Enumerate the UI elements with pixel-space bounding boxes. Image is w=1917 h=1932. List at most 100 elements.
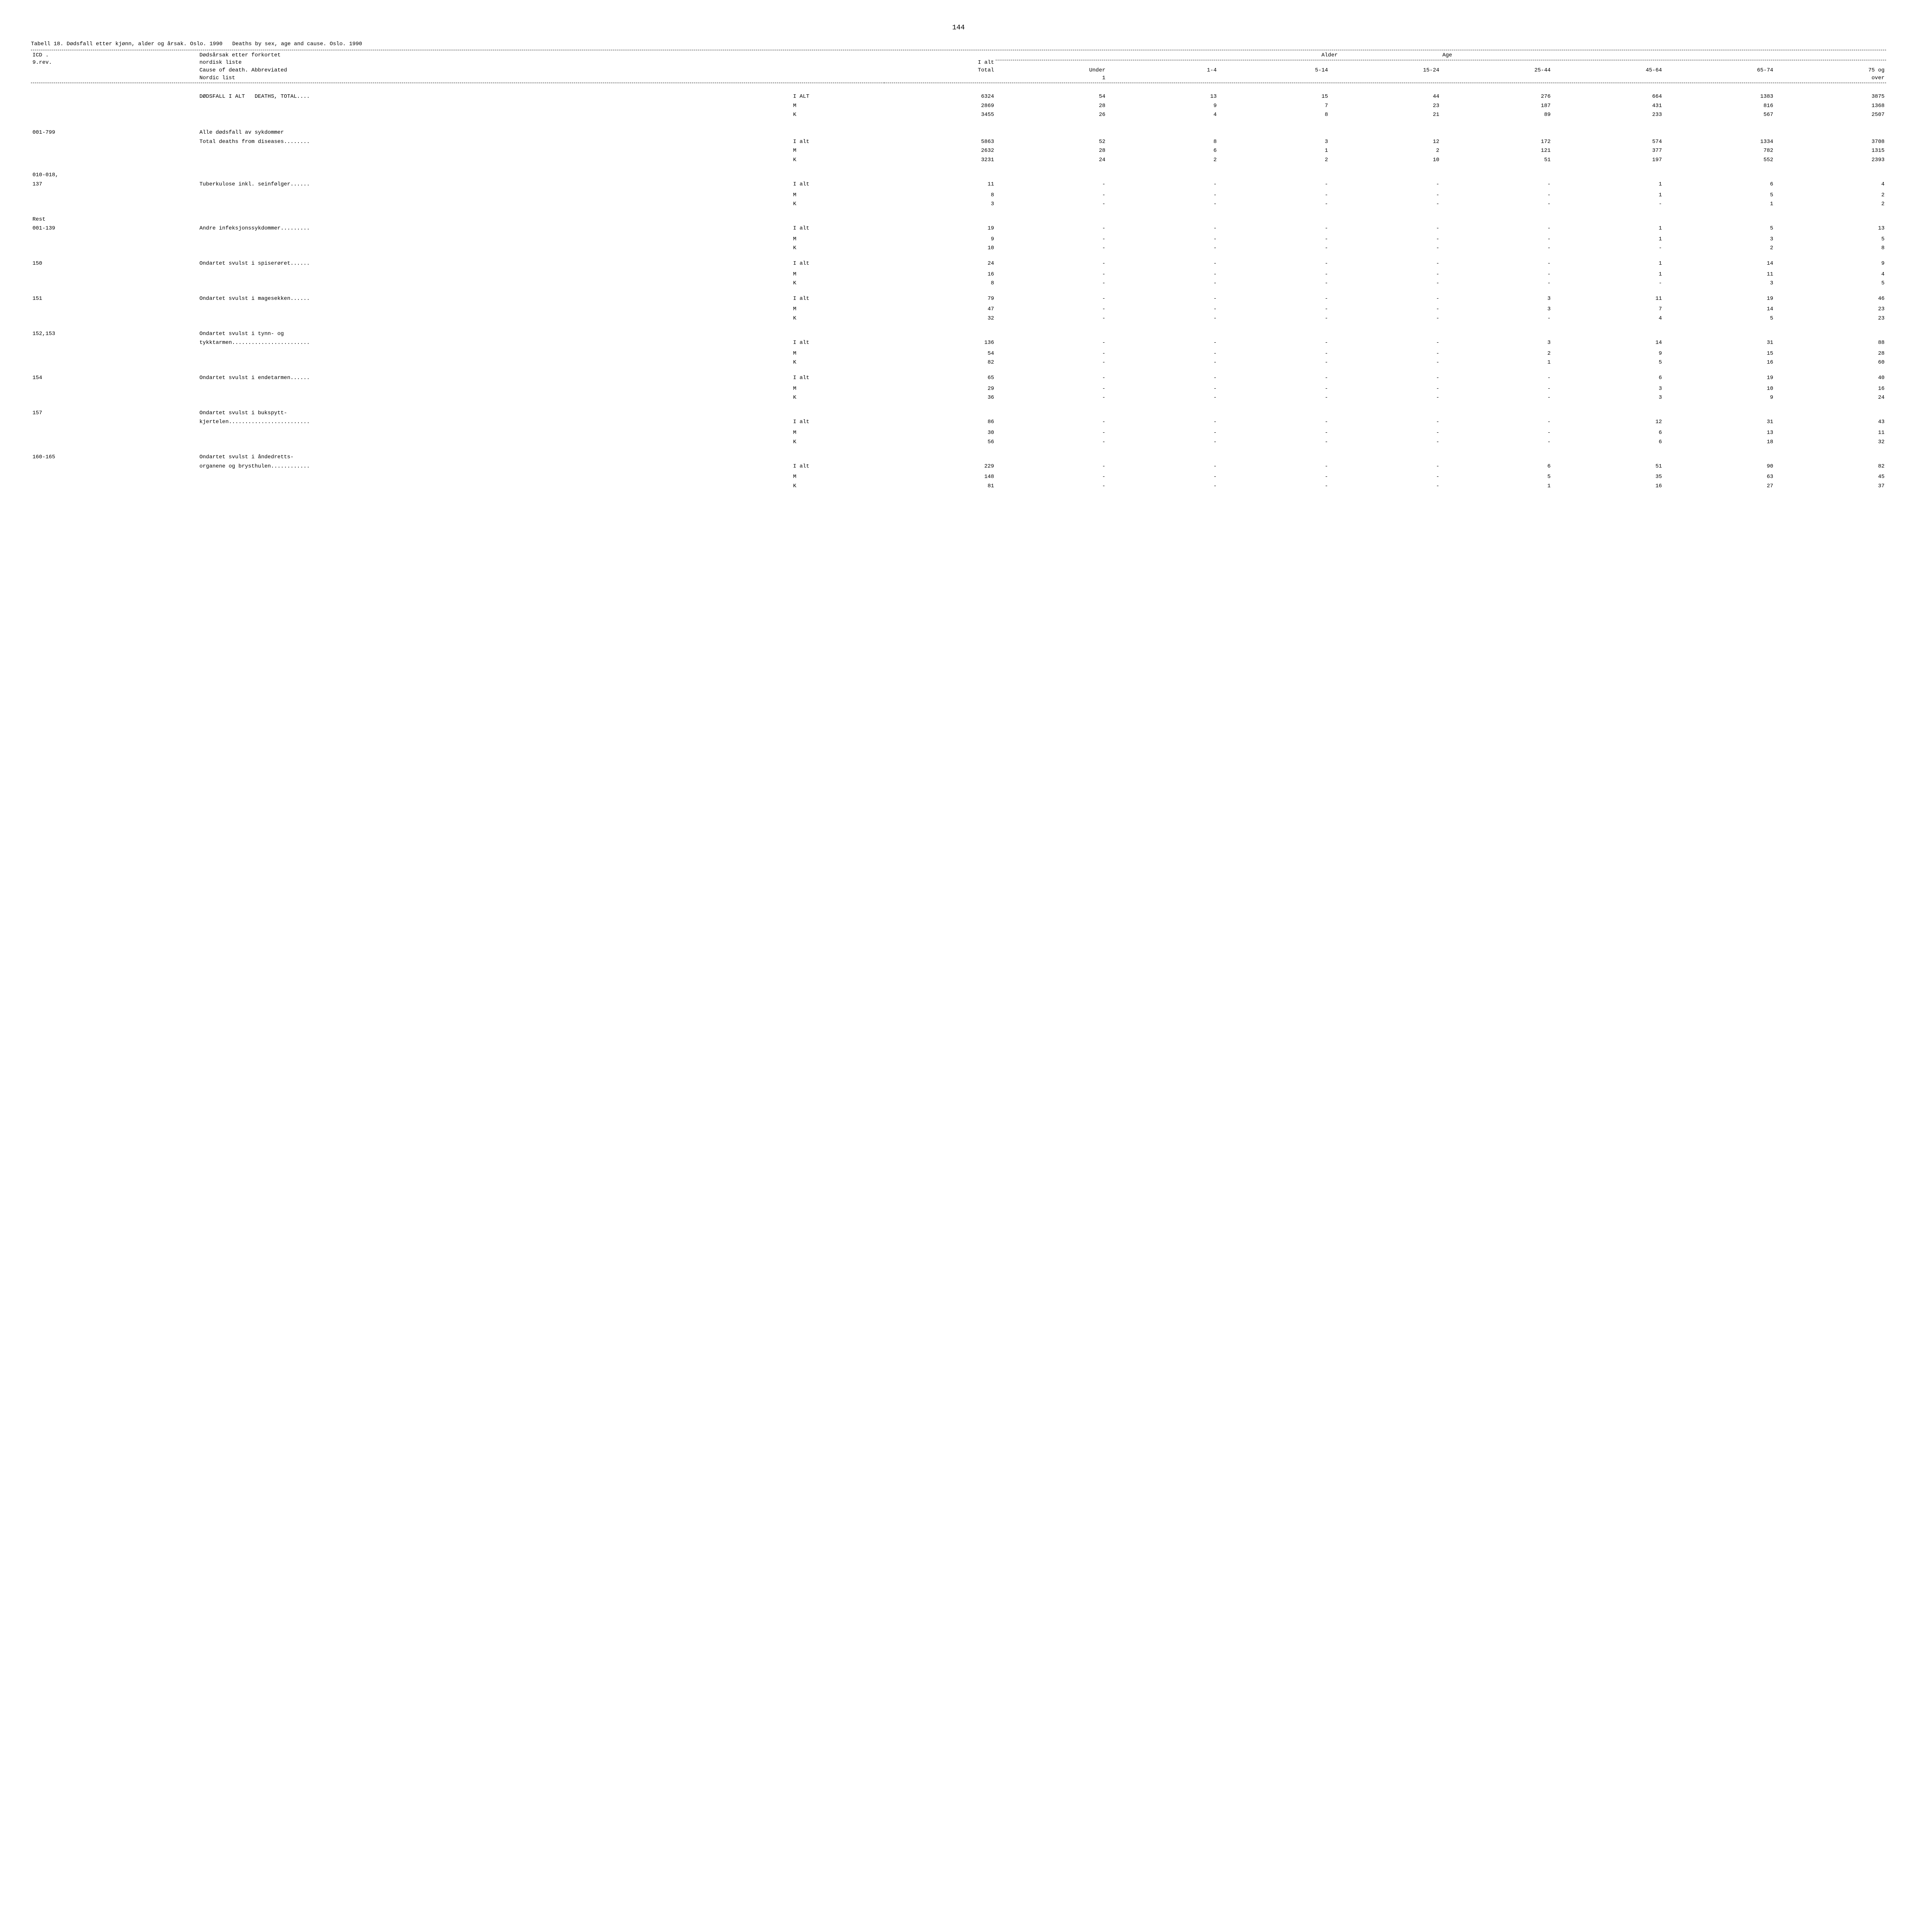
icd-code: 154 — [31, 374, 198, 383]
value-cell: - — [1330, 305, 1441, 314]
value-cell: - — [1218, 244, 1330, 253]
value-cell: 121 — [1441, 146, 1552, 156]
table-row: Rest — [31, 215, 1886, 224]
value-cell: - — [1441, 279, 1552, 288]
sex-label: I alt — [792, 180, 884, 189]
value-cell: 19 — [1663, 374, 1775, 383]
value-cell: 431 — [1552, 102, 1663, 111]
hdr-ialt: I alt — [884, 59, 996, 67]
value-cell: - — [1107, 235, 1218, 244]
value-cell: 51 — [1441, 156, 1552, 165]
value-cell: - — [1107, 482, 1218, 491]
value-cell: - — [1218, 482, 1330, 491]
value-cell: 13 — [1775, 224, 1886, 233]
value-cell: 3 — [1218, 138, 1330, 147]
value-cell: 2 — [1218, 156, 1330, 165]
value-cell: - — [1218, 462, 1330, 471]
value-cell: - — [1330, 374, 1441, 383]
cause-label: Ondartet svulst i bukspytt- — [198, 409, 792, 418]
value-cell: 6 — [1552, 438, 1663, 447]
value-cell: 86 — [884, 418, 996, 427]
sex-label: K — [792, 358, 884, 367]
value-cell: - — [996, 270, 1107, 279]
value-cell: - — [1441, 418, 1552, 427]
value-cell: - — [996, 393, 1107, 403]
value-cell: - — [1330, 393, 1441, 403]
value-cell: 26 — [996, 111, 1107, 120]
value-cell: - — [996, 305, 1107, 314]
value-cell: 16 — [1663, 358, 1775, 367]
icd-code — [31, 462, 198, 471]
table-row: M8-----152 — [31, 191, 1886, 200]
value-cell: - — [1330, 294, 1441, 304]
cause-label: Alle dødsfall av sykdommer — [198, 128, 792, 138]
header-row-4: Nordic list 1 over — [31, 75, 1886, 82]
value-cell: 1 — [1441, 482, 1552, 491]
value-cell: 229 — [884, 462, 996, 471]
value-cell: 24 — [996, 156, 1107, 165]
value-cell: 5 — [1663, 191, 1775, 200]
value-cell: - — [1330, 418, 1441, 427]
value-cell: 5 — [1775, 279, 1886, 288]
sex-label: I alt — [792, 418, 884, 427]
value-cell: 16 — [884, 270, 996, 279]
table-row: K56-----61832 — [31, 438, 1886, 447]
header-row-1: ICD . Dødsårsak etter forkortet Alder Ag… — [31, 52, 1886, 60]
sex-label: K — [792, 482, 884, 491]
hdr-25-44: 25-44 — [1441, 67, 1552, 75]
value-cell: 782 — [1663, 146, 1775, 156]
table-row: K32-----4523 — [31, 314, 1886, 323]
value-cell: - — [1552, 200, 1663, 209]
value-cell: - — [1218, 349, 1330, 359]
value-cell: - — [1107, 338, 1218, 348]
value-cell: 1 — [1552, 235, 1663, 244]
value-cell: - — [1107, 270, 1218, 279]
value-cell: - — [1218, 473, 1330, 482]
hdr-1-4: 1-4 — [1107, 67, 1218, 75]
cause-label: DØDSFALL I ALT DEATHS, TOTAL.... — [198, 92, 792, 102]
value-cell: - — [1441, 270, 1552, 279]
value-cell: - — [996, 338, 1107, 348]
value-cell: 31 — [1663, 338, 1775, 348]
table-row: K81----1162737 — [31, 482, 1886, 491]
title-en: Deaths by sex, age and cause. Oslo. 1990 — [232, 41, 362, 47]
value-cell: 3708 — [1775, 138, 1886, 147]
value-cell: 3 — [1552, 393, 1663, 403]
value-cell: 7 — [1218, 102, 1330, 111]
value-cell: - — [996, 279, 1107, 288]
value-cell: 88 — [1775, 338, 1886, 348]
value-cell: 8 — [884, 191, 996, 200]
value-cell: 1 — [1552, 224, 1663, 233]
value-cell: - — [1330, 338, 1441, 348]
value-cell: 187 — [1441, 102, 1552, 111]
value-cell: 5 — [1552, 358, 1663, 367]
value-cell: - — [1441, 244, 1552, 253]
value-cell: 3455 — [884, 111, 996, 120]
sex-label: M — [792, 384, 884, 394]
value-cell: 90 — [1663, 462, 1775, 471]
table-row: M9-----135 — [31, 235, 1886, 244]
value-cell: 11 — [1552, 294, 1663, 304]
value-cell: - — [1441, 438, 1552, 447]
icd-code: 152,153 — [31, 330, 198, 339]
value-cell: 5 — [1441, 473, 1552, 482]
value-cell: - — [996, 358, 1107, 367]
table-row: 154Ondartet svulst i endetarmen......I a… — [31, 374, 1886, 383]
value-cell: 28 — [996, 102, 1107, 111]
value-cell: 43 — [1775, 418, 1886, 427]
hdr-cause-en1: Cause of death. Abbreviated — [198, 67, 792, 75]
value-cell: 56 — [884, 438, 996, 447]
sex-label: I alt — [792, 338, 884, 348]
value-cell: 4 — [1775, 270, 1886, 279]
value-cell: 276 — [1441, 92, 1552, 102]
value-cell: - — [996, 418, 1107, 427]
table-row: M28692897231874318161368 — [31, 102, 1886, 111]
value-cell: - — [1330, 438, 1441, 447]
sex-label: K — [792, 314, 884, 323]
value-cell: - — [1107, 393, 1218, 403]
value-cell: - — [996, 235, 1107, 244]
value-cell: 89 — [1441, 111, 1552, 120]
value-cell: 44 — [1330, 92, 1441, 102]
sex-label: M — [792, 305, 884, 314]
value-cell: - — [1441, 259, 1552, 269]
